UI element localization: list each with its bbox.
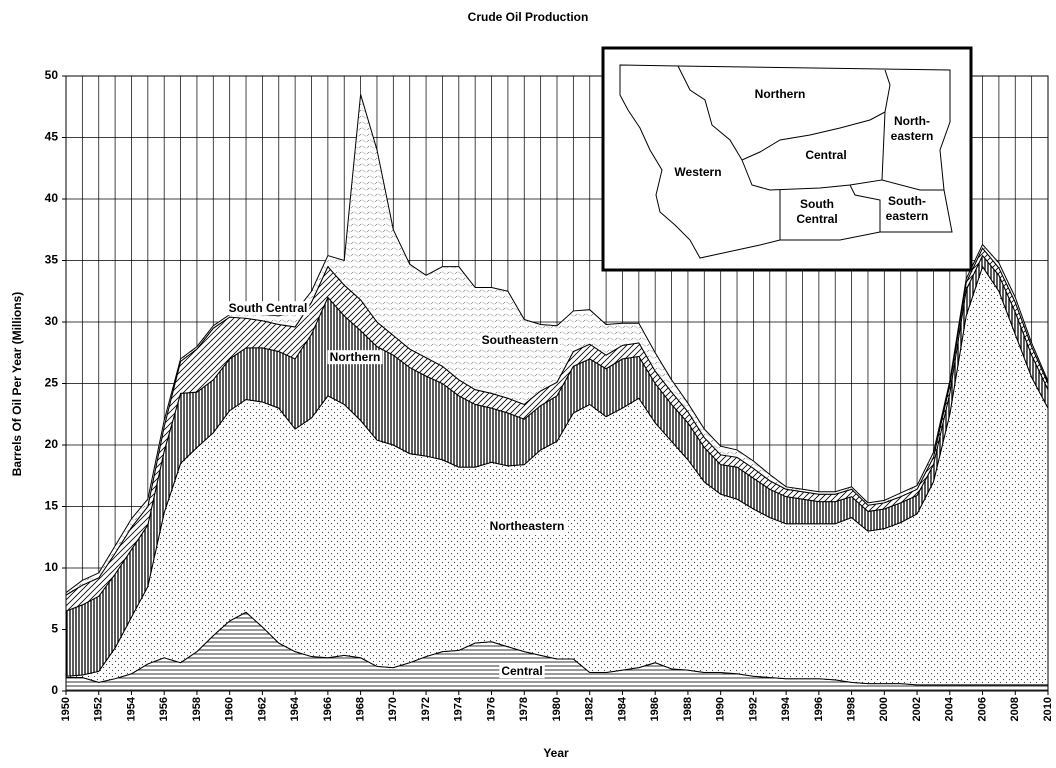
x-tick-label: 2008: [1009, 697, 1021, 721]
y-tick-label: 45: [45, 130, 59, 144]
label-background: [499, 664, 545, 679]
x-tick-label: 2010: [1042, 697, 1054, 721]
label-background: [479, 333, 561, 348]
x-tick-label: 1968: [355, 697, 367, 721]
x-tick-label: 1956: [158, 697, 170, 721]
map-label: South: [800, 197, 834, 211]
map-label: South-: [888, 194, 926, 208]
y-tick-label: 25: [45, 376, 59, 390]
map-label: eastern: [891, 129, 934, 143]
x-tick-label: 1998: [846, 697, 858, 721]
x-tick-label: 1996: [813, 697, 825, 721]
x-tick-label: 1992: [747, 697, 759, 721]
x-tick-label: 2002: [911, 697, 923, 721]
y-axis-title: Barrels Of Oil Per Year (Millions): [10, 292, 24, 477]
x-tick-label: 2000: [878, 697, 890, 721]
map-borders: [677, 65, 944, 240]
x-tick-label: 2004: [944, 696, 956, 721]
y-tick-label: 20: [45, 437, 59, 451]
map-label: eastern: [886, 209, 929, 223]
map-label: Western: [674, 165, 721, 179]
x-tick-label: 1990: [715, 697, 727, 721]
x-tick-label: 1978: [518, 697, 530, 721]
y-tick-label: 15: [45, 499, 59, 513]
area-label: Central: [501, 664, 542, 678]
label-background: [487, 519, 567, 534]
area-label: Northeastern: [490, 519, 565, 533]
x-tick-label: 1982: [584, 697, 596, 721]
y-tick-label: 35: [45, 253, 59, 267]
y-tick-label: 40: [45, 191, 59, 205]
label-background: [327, 350, 383, 365]
x-tick-label: 1950: [60, 697, 72, 721]
area-label: South Central: [229, 301, 308, 315]
x-tick-label: 1974: [453, 696, 465, 721]
area-label: Northern: [330, 350, 381, 364]
map-label: North-: [894, 114, 930, 128]
label-background: [226, 301, 310, 316]
x-tick-label: 1984: [616, 696, 628, 721]
x-axis-title: Year: [543, 746, 569, 760]
x-tick-label: 1986: [649, 697, 661, 721]
x-tick-label: 1954: [125, 696, 137, 721]
y-tick-label: 50: [45, 68, 59, 82]
x-tick-label: 2006: [976, 697, 988, 721]
x-tick-label: 1958: [191, 697, 203, 721]
x-tick-label: 1960: [224, 697, 236, 721]
y-tick-label: 10: [45, 560, 59, 574]
x-tick-label: 1952: [93, 697, 105, 721]
map-label: Central: [796, 212, 837, 226]
x-tick-label: 1966: [322, 697, 334, 721]
x-tick-label: 1976: [485, 697, 497, 721]
area-label: Southeastern: [482, 333, 559, 347]
x-tick-label: 1970: [387, 697, 399, 721]
inset-map: Northern North-eastern Central Western South…: [601, 46, 973, 272]
x-tick-label: 1962: [256, 697, 268, 721]
x-tick-label: 1964: [289, 696, 301, 721]
map-outline: [619, 64, 953, 259]
map-label: Central: [805, 148, 846, 162]
chart-title: Crude Oil Production: [468, 10, 589, 24]
y-tick-label: 0: [51, 683, 58, 697]
map-label: Northern: [755, 87, 806, 101]
x-tick-label: 1980: [551, 697, 563, 721]
x-tick-label: 1994: [780, 696, 792, 721]
y-tick-label: 5: [51, 622, 58, 636]
y-tick-label: 30: [45, 314, 59, 328]
x-tick-label: 1988: [682, 697, 694, 721]
x-tick-label: 1972: [420, 697, 432, 721]
